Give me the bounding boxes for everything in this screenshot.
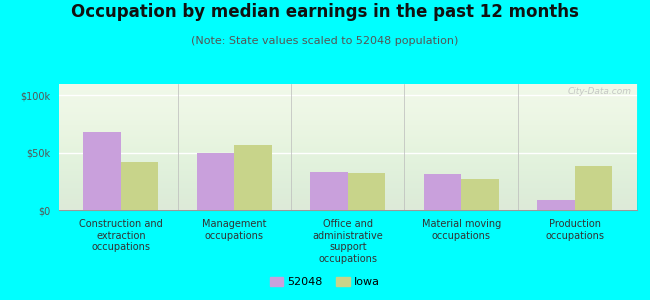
Legend: 52048, Iowa: 52048, Iowa — [265, 272, 385, 291]
Bar — [348, 173, 385, 210]
Bar — [537, 200, 575, 210]
Text: Occupation by median earnings in the past 12 months: Occupation by median earnings in the pas… — [71, 3, 579, 21]
Bar — [83, 132, 121, 210]
Text: City-Data.com: City-Data.com — [567, 86, 631, 95]
Bar — [310, 172, 348, 210]
Bar — [462, 179, 499, 210]
Bar — [234, 145, 272, 210]
Text: (Note: State values scaled to 52048 population): (Note: State values scaled to 52048 popu… — [191, 36, 459, 46]
Bar — [121, 162, 159, 210]
Bar — [575, 167, 612, 210]
Bar — [197, 153, 234, 210]
Bar — [424, 175, 462, 210]
